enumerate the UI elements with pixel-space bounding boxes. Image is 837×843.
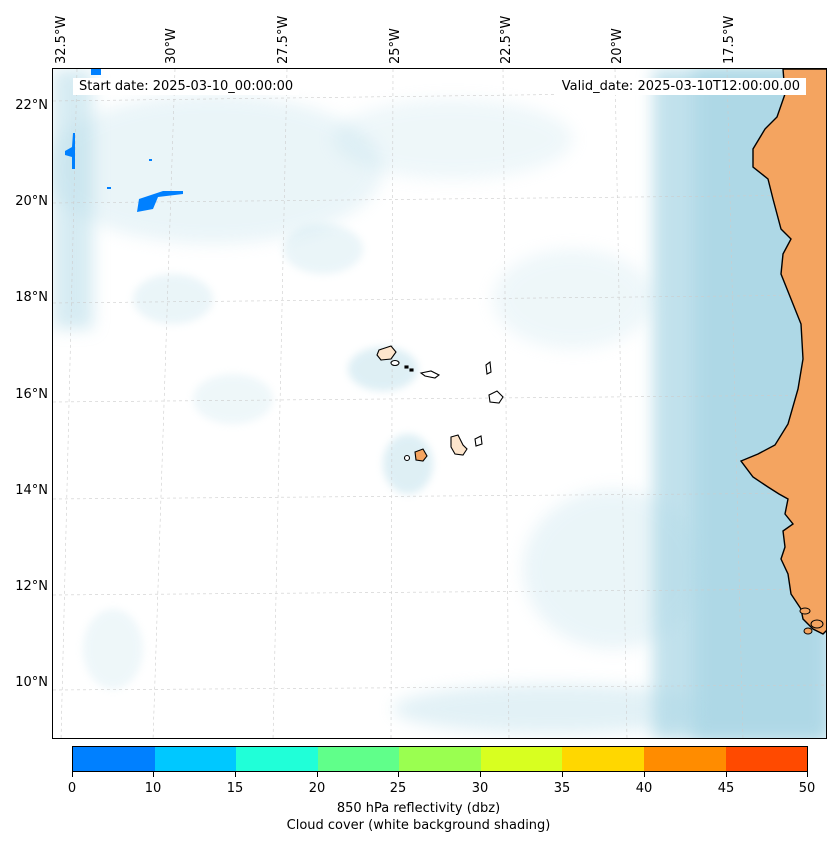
lon-label-20w: 20°W [610,28,625,64]
lat-label-16n: 16°N [15,387,48,402]
colorbar-tick-mark [562,772,563,777]
colorbar-sublabel: Cloud cover (white background shading) [286,818,551,833]
graticule [53,69,826,738]
colorbar-tick-25: 25 [389,781,407,796]
colorbar-tick-mark [480,772,481,777]
lon-label-27-5w: 27.5°W [276,15,291,64]
colorbar-segment-10-15 [154,747,237,771]
colorbar-segment-20-25 [317,747,400,771]
lat-label-14n: 14°N [15,483,48,498]
start-date-label: Start date: 2025-03-10_00:00:00 [73,78,300,95]
colorbar-segment-0-10 [73,747,155,771]
reflectivity-patches [65,69,183,212]
colorbar-tick-mark [317,772,318,777]
lon-label-25w: 25°W [388,28,403,64]
cape-verde-islands [376,345,504,462]
bissagos-islands [799,607,824,635]
lat-label-12n: 12°N [15,579,48,594]
colorbar-tick-0: 0 [67,781,77,796]
africa-landmass [739,69,826,635]
colorbar-segment-30-35 [480,747,563,771]
cloud-cover-shading [53,69,826,738]
colorbar-tick-40: 40 [635,781,653,796]
valid-date-label: Valid_date: 2025-03-10T12:00:00.00 [555,78,806,95]
colorbar-segment-35-40 [562,747,644,771]
colorbar-tick-20: 20 [308,781,326,796]
colorbar-tick-mark [72,772,73,777]
lat-label-22n: 22°N [15,98,48,113]
colorbar-label: 850 hPa reflectivity (dbz) [336,801,501,816]
colorbar-tick-15: 15 [226,781,244,796]
colorbar-tick-50: 50 [798,781,816,796]
lat-label-10n: 10°N [15,675,48,690]
colorbar-tick-30: 30 [471,781,489,796]
lon-label-32-5w: 32.5°W [54,15,69,64]
map-panel[interactable] [52,68,827,739]
lon-label-30w: 30°W [164,28,179,64]
lat-label-20n: 20°N [15,194,48,209]
colorbar-tick-45: 45 [717,781,735,796]
colorbar-segment-45-50 [725,747,808,771]
colorbar-tick-mark [153,772,154,777]
colorbar-tick-mark [235,772,236,777]
map-canvas [53,69,826,738]
lat-label-18n: 18°N [15,290,48,305]
colorbar-tick-mark [644,772,645,777]
lon-label-17-5w: 17.5°W [722,15,737,64]
lon-label-22-5w: 22.5°W [499,15,514,64]
colorbar-segment-15-20 [236,747,318,771]
colorbar-tick-mark [807,772,808,777]
colorbar-segment-25-30 [399,747,481,771]
colorbar-segment-40-45 [643,747,726,771]
colorbar-tick-35: 35 [553,781,571,796]
colorbar-tick-mark [398,772,399,777]
colorbar [72,746,808,772]
colorbar-tick-10: 10 [144,781,162,796]
colorbar-tick-mark [726,772,727,777]
